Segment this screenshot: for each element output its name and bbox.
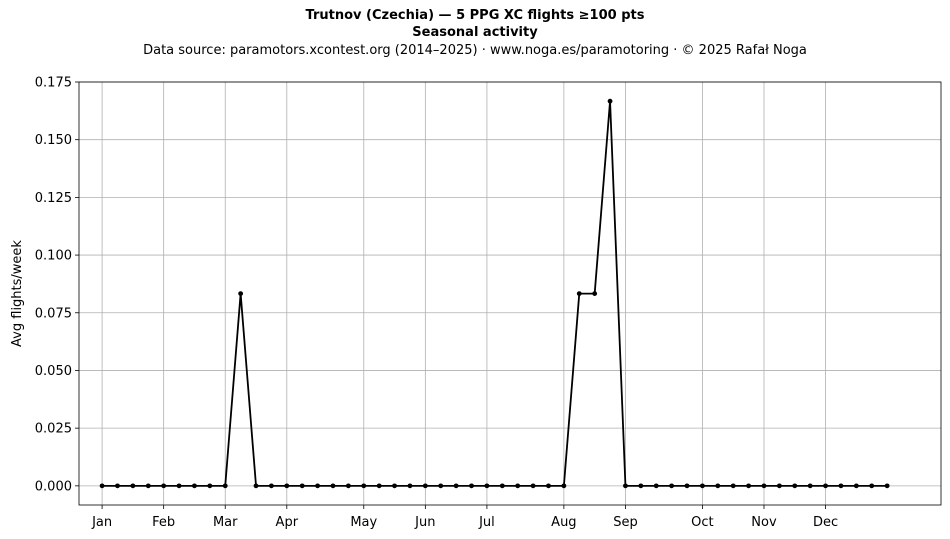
data-point bbox=[684, 483, 690, 489]
data-point bbox=[653, 483, 659, 489]
data-point bbox=[746, 483, 751, 489]
data-point bbox=[269, 483, 274, 489]
data-point bbox=[561, 483, 567, 489]
x-tick-label: Dec bbox=[813, 515, 838, 530]
y-tick-label: 0.100 bbox=[35, 249, 72, 264]
y-tick-label: 0.050 bbox=[35, 364, 72, 379]
data-point bbox=[776, 483, 782, 489]
x-tick-label: Oct bbox=[691, 515, 713, 530]
data-point bbox=[130, 483, 136, 489]
x-tick-label: Aug bbox=[551, 515, 576, 530]
data-point bbox=[330, 483, 336, 489]
data-point bbox=[499, 483, 505, 489]
axes: 0.000 0.025 0.050 0.075 0.100 0.125 0.150 0.175… bbox=[35, 76, 942, 530]
x-tick-label: Jul bbox=[478, 515, 495, 530]
x-tick-label: Apr bbox=[276, 515, 299, 530]
x-tick-label: Feb bbox=[152, 515, 175, 530]
y-tick-label: 0.025 bbox=[35, 422, 72, 437]
data-point bbox=[422, 483, 428, 489]
data-point bbox=[700, 483, 705, 489]
data-point bbox=[823, 483, 828, 489]
data-point bbox=[392, 483, 397, 489]
data-point bbox=[115, 483, 120, 489]
data-point bbox=[376, 483, 382, 489]
x-tick-label: Mar bbox=[213, 515, 238, 530]
y-axis-label: Avg flights/week bbox=[10, 240, 25, 347]
data-point bbox=[253, 483, 259, 489]
data-point bbox=[546, 483, 551, 489]
data-point bbox=[838, 483, 844, 489]
y-tick-label: 0.150 bbox=[35, 133, 72, 148]
data-point bbox=[207, 483, 213, 489]
data-point bbox=[576, 291, 582, 297]
y-tick-label: 0.000 bbox=[35, 479, 72, 494]
data-point bbox=[222, 483, 228, 489]
data-point bbox=[607, 98, 613, 104]
series-layer bbox=[99, 98, 890, 489]
data-point bbox=[453, 483, 459, 489]
y-tick-label: 0.125 bbox=[35, 191, 72, 206]
x-tick-label: May bbox=[350, 515, 377, 530]
x-tick-label: Nov bbox=[751, 515, 777, 530]
x-tick-label: Jun bbox=[414, 515, 435, 530]
x-tick-label: Jan bbox=[91, 515, 112, 530]
data-point bbox=[238, 291, 244, 297]
data-point bbox=[761, 483, 767, 489]
chart-title: Trutnov (Czechia) — 5 PPG XC flights ≥10… bbox=[305, 8, 645, 23]
data-point bbox=[484, 483, 490, 489]
data-point bbox=[299, 483, 305, 489]
data-point bbox=[884, 483, 890, 489]
data-point bbox=[515, 483, 521, 489]
chart-subtitle: Seasonal activity bbox=[412, 25, 538, 40]
plot-frame bbox=[78, 81, 942, 506]
data-point bbox=[669, 483, 675, 489]
data-point bbox=[161, 483, 167, 489]
grid-lines bbox=[79, 81, 941, 505]
data-point bbox=[192, 483, 197, 489]
data-point bbox=[407, 483, 413, 489]
data-source-note: Data source: paramotors.xcontest.org (20… bbox=[143, 43, 807, 58]
data-point bbox=[315, 483, 320, 489]
data-point bbox=[284, 483, 290, 489]
data-point bbox=[99, 483, 105, 489]
data-point bbox=[792, 483, 798, 489]
data-point bbox=[361, 483, 367, 489]
data-point bbox=[853, 483, 859, 489]
y-tick-label: 0.075 bbox=[35, 306, 72, 321]
data-point bbox=[623, 483, 628, 489]
data-point bbox=[730, 483, 736, 489]
data-point bbox=[469, 483, 474, 489]
data-point bbox=[145, 483, 151, 489]
data-point bbox=[869, 483, 875, 489]
data-point bbox=[176, 483, 182, 489]
data-point bbox=[438, 483, 444, 489]
data-point bbox=[807, 483, 813, 489]
y-tick-label: 0.175 bbox=[35, 76, 72, 91]
series-line bbox=[102, 100, 888, 487]
data-point bbox=[715, 483, 721, 489]
data-point bbox=[345, 483, 351, 489]
x-tick-label: Sep bbox=[613, 515, 638, 530]
data-point bbox=[638, 483, 644, 489]
data-point bbox=[592, 291, 598, 297]
data-point bbox=[530, 483, 536, 489]
